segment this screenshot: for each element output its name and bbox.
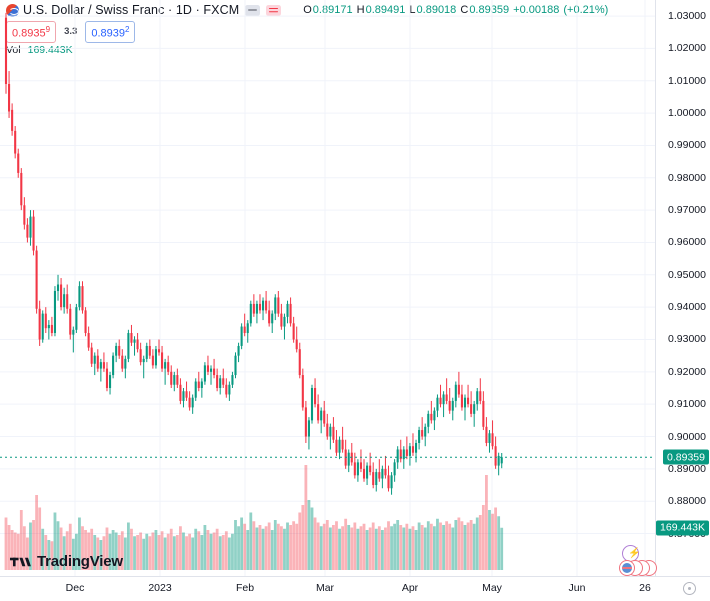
time-tick-3: Mar <box>315 582 335 594</box>
time-tick-4: Apr <box>401 582 419 594</box>
price-tick-0: 1.03000 <box>668 10 706 23</box>
chart-style-bar-icon[interactable] <box>245 4 261 16</box>
open-value: 0.89171 <box>312 4 353 16</box>
price-tick-11: 0.92000 <box>668 365 706 378</box>
current-volume-badge: 169.443K <box>656 520 709 536</box>
usdchf-flag-icon <box>6 3 19 17</box>
symbol-row: U.S. Dollar / Swiss Franc · 1D · FXCM O0… <box>6 3 609 17</box>
bid-superscript: 9 <box>45 25 51 34</box>
ask-superscript: 2 <box>124 25 130 34</box>
market-globe-icon-1[interactable] <box>619 560 635 576</box>
volume-legend: Vol 169.443K <box>6 44 73 56</box>
candles <box>4 12 503 495</box>
time-tick-0: Dec <box>65 582 85 594</box>
market-status-group[interactable] <box>619 560 659 576</box>
low-label: L <box>409 4 416 16</box>
price-tick-9: 0.94000 <box>668 301 706 314</box>
price-tick-7: 0.96000 <box>668 236 706 249</box>
close-label: C <box>460 4 469 16</box>
price-tick-14: 0.89000 <box>668 462 706 475</box>
chart-plot-area[interactable] <box>0 0 655 576</box>
ask-price[interactable]: 0.89392 <box>85 21 136 43</box>
price-tick-4: 0.99000 <box>668 139 706 152</box>
price-axis[interactable]: 1.03000 1.02000 1.01000 1.00000 0.99000 0.980… <box>655 0 710 576</box>
symbol-title[interactable]: U.S. Dollar / Swiss Franc · 1D · FXCM <box>23 3 240 17</box>
chart-settings-icon[interactable] <box>683 582 696 595</box>
time-tick-5: May <box>482 582 502 594</box>
price-tick-15: 0.88000 <box>668 495 706 508</box>
price-tick-3: 1.00000 <box>668 107 706 120</box>
price-tick-6: 0.97000 <box>668 204 706 217</box>
price-tick-10: 0.93000 <box>668 333 706 346</box>
price-tick-1: 1.02000 <box>668 42 706 55</box>
volume-label: Vol <box>6 44 21 56</box>
chart-header: U.S. Dollar / Swiss Franc · 1D · FXCM O0… <box>0 0 710 56</box>
lightning-bolt-icon: ⚡ <box>628 547 641 559</box>
ask-value: 0.8939 <box>91 27 125 40</box>
high-value: 0.89491 <box>365 4 406 16</box>
bid-value: 0.8935 <box>12 27 46 40</box>
change-value: +0.00188 <box>513 4 560 16</box>
gridlines <box>0 0 655 576</box>
price-tick-12: 0.91000 <box>668 398 706 411</box>
low-value: 0.89018 <box>416 4 457 16</box>
open-label: O <box>303 4 312 16</box>
time-axis[interactable]: Dec 2023 Feb Mar Apr May Jun 26 <box>0 576 710 601</box>
time-tick-7: 26 <box>639 582 651 594</box>
globe-glyph-icon <box>622 563 632 573</box>
chart-style-candle-icon[interactable] <box>266 4 282 16</box>
spread-value: 3.3 <box>64 26 78 38</box>
candlestick-svg <box>0 0 655 576</box>
volume-bars <box>4 465 504 570</box>
price-tick-5: 0.98000 <box>668 171 706 184</box>
create-alert-button[interactable]: ⚡ <box>622 545 641 562</box>
close-value: 0.89359 <box>469 4 510 16</box>
ohlc-legend: O0.89171 H0.89491 L0.89018 C0.89359 +0.0… <box>303 4 609 16</box>
price-tick-2: 1.01000 <box>668 74 706 87</box>
volume-value: 169.443K <box>27 44 73 56</box>
time-tick-2: Feb <box>235 582 255 594</box>
price-tick-8: 0.95000 <box>668 268 706 281</box>
price-tick-13: 0.90000 <box>668 430 706 443</box>
current-price-badge: 0.89359 <box>663 449 709 465</box>
change-percent: (+0.21%) <box>563 4 609 16</box>
time-tick-1: 2023 <box>148 582 172 594</box>
high-label: H <box>356 4 365 16</box>
time-tick-6: Jun <box>568 582 586 594</box>
